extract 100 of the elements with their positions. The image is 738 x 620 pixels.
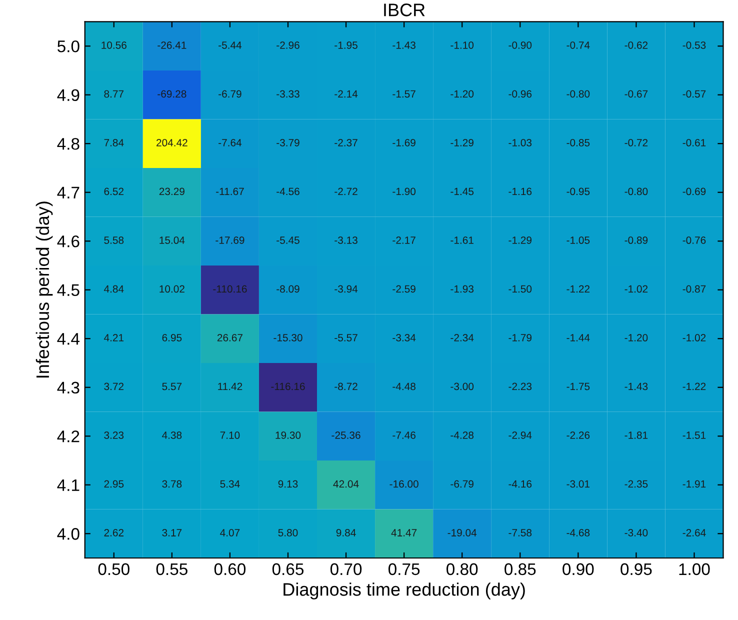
data-label: -2.14 <box>334 90 358 98</box>
data-label: -3.79 <box>276 139 300 146</box>
x-tick-label: 0.80 <box>446 563 478 576</box>
data-label: -26.41 <box>158 41 186 49</box>
data-label: -0.74 <box>566 41 590 49</box>
data-label: -3.01 <box>566 480 590 488</box>
data-label: -4.16 <box>508 480 532 488</box>
y-tick-label: 5.0 <box>58 40 80 52</box>
data-label: -17.69 <box>216 236 244 244</box>
data-label: -1.02 <box>682 334 706 342</box>
data-label: -4.56 <box>276 188 300 196</box>
data-label: 4.07 <box>220 529 240 536</box>
data-label: -1.43 <box>624 382 648 390</box>
data-label: -0.87 <box>682 285 706 293</box>
data-label: -1.20 <box>450 90 474 98</box>
y-tick-label: 4.8 <box>57 138 80 150</box>
data-label: -1.02 <box>624 285 648 293</box>
data-label: -1.22 <box>566 285 590 293</box>
data-label: 3.17 <box>162 529 182 536</box>
data-label: -7.46 <box>392 432 416 439</box>
data-label: 7.10 <box>220 432 240 439</box>
data-label: -1.45 <box>450 188 474 196</box>
data-label: 6.95 <box>162 334 182 342</box>
y-tick-label: 4.5 <box>57 284 80 296</box>
data-label: 5.57 <box>162 382 182 390</box>
data-label: -1.90 <box>392 188 416 196</box>
y-tick-label: 4.1 <box>57 479 80 491</box>
data-label: 2.62 <box>104 529 124 536</box>
data-label: 9.84 <box>336 529 356 536</box>
data-label: -8.72 <box>334 382 358 390</box>
data-label: -3.94 <box>334 285 358 293</box>
data-label: -0.89 <box>624 236 648 244</box>
data-label: -0.62 <box>624 41 648 49</box>
data-label: -3.33 <box>276 90 300 98</box>
data-label: -0.76 <box>682 236 706 244</box>
data-label: -8.09 <box>276 285 300 293</box>
data-label: -0.85 <box>566 139 590 146</box>
data-label: 6.52 <box>104 188 124 196</box>
data-label: -1.10 <box>450 41 474 49</box>
data-label: 5.34 <box>220 480 240 488</box>
data-label: 5.80 <box>278 529 298 536</box>
data-label: 41.47 <box>391 529 417 536</box>
x-axis-title: Diagnosis time reduction (day) <box>284 582 525 600</box>
data-label: -1.81 <box>624 432 648 439</box>
data-label: -1.93 <box>450 285 474 293</box>
y-tick-label: 4.3 <box>57 382 80 394</box>
data-label: 204.42 <box>156 139 188 146</box>
data-label: -2.23 <box>508 382 532 390</box>
data-label: -1.43 <box>392 41 416 49</box>
y-tick-label: 4.2 <box>57 430 80 442</box>
x-tick-label: 0.70 <box>330 563 362 576</box>
data-label: 4.21 <box>104 334 124 342</box>
data-label: -0.61 <box>682 139 706 146</box>
data-label: -1.57 <box>392 90 416 98</box>
data-label: -2.59 <box>392 285 416 293</box>
data-label: -1.61 <box>450 236 474 244</box>
data-label: 19.30 <box>276 432 301 439</box>
data-label: -2.94 <box>508 432 532 439</box>
data-label: -2.35 <box>624 480 648 488</box>
y-axis-title: Infectious period (day) <box>36 202 53 378</box>
x-tick-label: 0.85 <box>504 563 536 576</box>
data-label: -0.57 <box>682 90 706 98</box>
data-label: -7.64 <box>218 139 242 146</box>
x-tick-label: 0.90 <box>562 563 594 576</box>
data-label: -1.69 <box>392 139 416 146</box>
data-label: -2.26 <box>566 432 590 439</box>
data-label: 2.95 <box>104 480 124 488</box>
data-label: -1.50 <box>508 285 532 293</box>
data-label: -110.16 <box>213 285 247 293</box>
x-tick-label: 0.50 <box>98 563 130 576</box>
x-tick-label: 0.95 <box>620 563 652 576</box>
data-label: -0.95 <box>566 188 590 196</box>
data-label: 4.38 <box>162 432 182 439</box>
data-label: -0.80 <box>624 188 648 196</box>
data-label: -11.67 <box>216 188 244 196</box>
data-label: -1.03 <box>508 139 532 146</box>
data-label: -2.37 <box>334 139 358 146</box>
data-label: -4.68 <box>566 529 590 536</box>
data-label: -116.16 <box>271 382 305 390</box>
data-label: 5.58 <box>104 236 124 244</box>
data-label: -2.72 <box>334 188 358 196</box>
data-label: -1.51 <box>682 432 706 439</box>
data-label: 9.13 <box>278 480 298 488</box>
data-label: -0.69 <box>682 188 706 196</box>
data-label: 7.84 <box>104 139 124 146</box>
x-tick-label: 0.65 <box>272 563 304 576</box>
data-label: 3.23 <box>104 432 124 439</box>
data-label: -3.00 <box>450 382 474 390</box>
data-label: -0.53 <box>682 41 706 49</box>
data-label: -5.44 <box>218 42 242 49</box>
data-label: 10.56 <box>102 41 126 49</box>
data-label: -69.28 <box>158 90 186 98</box>
x-tick-label: 0.75 <box>388 563 420 576</box>
data-label: -0.90 <box>508 41 532 49</box>
y-tick-label: 4.6 <box>57 235 80 248</box>
data-label: -6.79 <box>450 480 474 488</box>
data-label: -2.17 <box>392 236 416 244</box>
data-label: 23.29 <box>159 188 184 196</box>
data-label: -1.79 <box>508 334 532 342</box>
data-label: -1.29 <box>508 236 532 244</box>
